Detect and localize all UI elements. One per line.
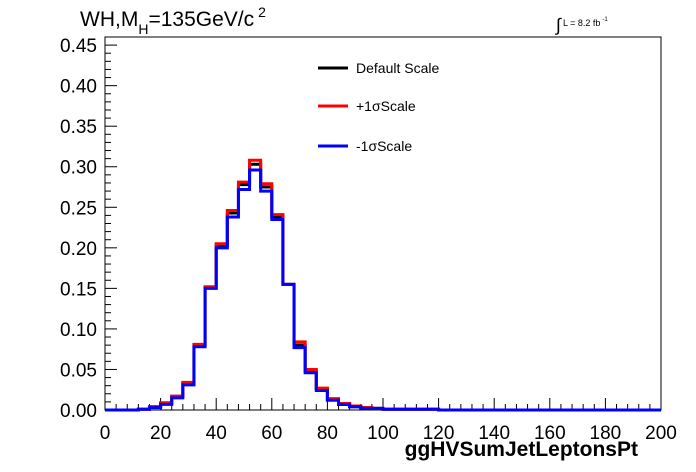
legend-label-1: +1σScale: [356, 98, 416, 114]
x-tick-label: 200: [645, 423, 677, 444]
legend-label-0: Default Scale: [356, 60, 439, 76]
y-tick-label: 0.15: [60, 279, 97, 300]
axes: 0.00 0.05 0.10 0.15 0.20 0.25 0.30 0.35 0.40 0.45…: [60, 36, 677, 444]
y-tick-label: 0.30: [60, 158, 97, 179]
title-rest: =135GeV/c: [148, 8, 255, 31]
chart-title: WH,MH=135GeV/c 2: [80, 4, 266, 37]
legend: Default Scale +1σScale -1σScale: [318, 60, 439, 154]
y-tick-label: 0.35: [60, 117, 97, 138]
x-tick-label: 100: [367, 423, 399, 444]
legend-label-2: -1σScale: [356, 138, 412, 154]
plot-frame: [104, 36, 662, 411]
title-main: WH,M: [80, 8, 139, 31]
y-tick-label: 0.45: [60, 36, 97, 57]
histogram-series-0: [105, 162, 661, 412]
luminosity-superscript: -1: [602, 17, 608, 23]
x-tick-label: 80: [317, 423, 338, 444]
integral-sign-icon: ∫: [556, 15, 561, 35]
y-tick-label: 0.05: [60, 360, 97, 381]
x-tick-label: 180: [590, 423, 622, 444]
y-tick-label: 0.25: [60, 198, 97, 219]
y-tick-label: 0.40: [60, 77, 97, 98]
histogram-curves: [105, 158, 661, 412]
x-tick-label: 160: [534, 423, 566, 444]
title-subscript: H: [138, 21, 149, 37]
y-tick-label: 0.10: [60, 320, 97, 341]
luminosity-label: ∫ L = 8.2 fb -1: [556, 10, 608, 35]
luminosity-text: L = 8.2 fb: [562, 18, 601, 28]
title-superscript: 2: [258, 4, 266, 20]
x-tick-label: 20: [150, 423, 171, 444]
x-tick-label: 120: [423, 423, 455, 444]
histogram-series-2: [105, 168, 661, 412]
x-tick-label: 0: [100, 423, 111, 444]
x-axis-title: ggHVSumJetLeptonsPt: [404, 438, 638, 461]
histogram-series-1: [105, 158, 661, 412]
x-tick-label: 140: [478, 423, 510, 444]
x-tick-label: 40: [206, 423, 227, 444]
y-tick-label: 0.20: [60, 239, 97, 260]
x-tick-label: 60: [261, 423, 282, 444]
y-tick-label: 0.00: [60, 401, 97, 422]
